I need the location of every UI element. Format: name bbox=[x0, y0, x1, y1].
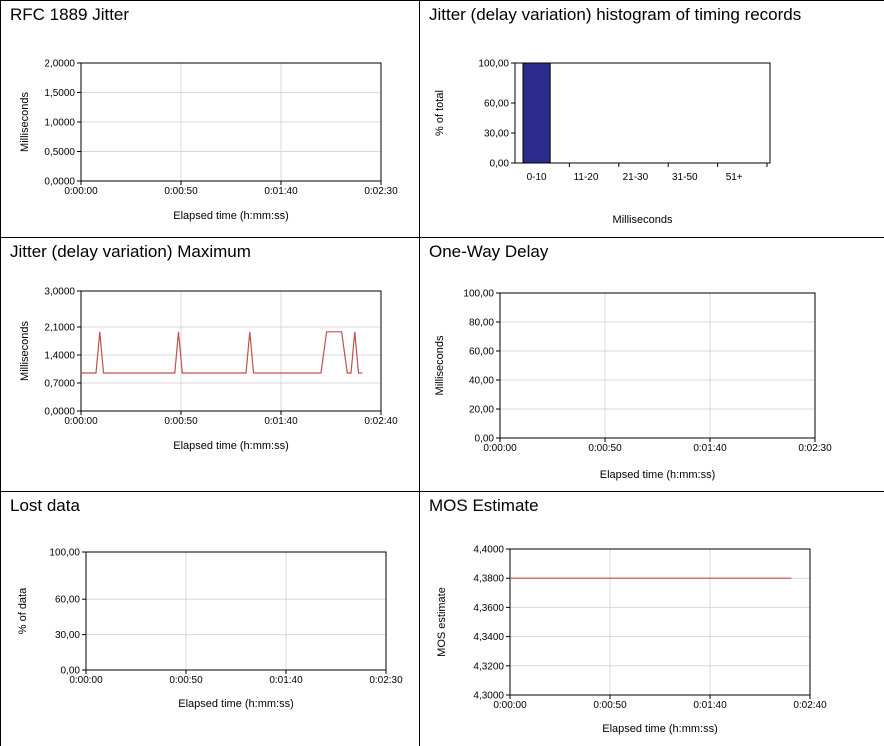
y-tick-label: 0,00 bbox=[61, 666, 81, 677]
chart-panel-jitter-histogram: Jitter (delay variation) histogram of ti… bbox=[420, 1, 884, 237]
chart-panel-jitter-maximum: Jitter (delay variation) Maximum 0,0000 0… bbox=[1, 238, 419, 491]
y-axis-label: Milliseconds bbox=[19, 92, 31, 152]
x-tick-label: 0:00:50 bbox=[164, 416, 198, 427]
chart-title: Jitter (delay variation) Maximum bbox=[10, 242, 251, 261]
y-tick-label: 4,3800 bbox=[473, 574, 504, 585]
x-tick-label: 0:00:00 bbox=[483, 443, 517, 454]
x-tick-label: 0:00:50 bbox=[164, 186, 198, 197]
y-tick-label: 1,4000 bbox=[44, 351, 75, 362]
y-tick-label: 1,5000 bbox=[44, 88, 75, 99]
chart-mos-estimate: 4,3000 4,3200 4,3400 4,3600 4,3800 4,4000 0:00… bbox=[436, 545, 827, 736]
x-tick-label: 0:02:40 bbox=[364, 416, 398, 427]
x-tick-label: 0:00:50 bbox=[593, 700, 627, 711]
grid-divider-row1 bbox=[0, 237, 884, 238]
plot-frame bbox=[514, 62, 771, 164]
plot-frame bbox=[509, 548, 811, 696]
chart-panel-rfc-jitter: RFC 1889 Jitter 0,0000 0,5000 1,0000 1,5000… bbox=[1, 1, 419, 237]
y-tick-label: 100,00 bbox=[49, 548, 80, 559]
histogram-bar bbox=[522, 62, 551, 164]
x-tick-label: 11-20 bbox=[574, 172, 599, 183]
x-axis-label: Elapsed time (h:mm:ss) bbox=[173, 440, 289, 452]
grid-divider-center bbox=[419, 0, 420, 746]
y-tick-label: 20,00 bbox=[469, 405, 494, 416]
x-axis-label: Elapsed time (h:mm:ss) bbox=[602, 723, 718, 735]
x-axis-label: Elapsed time (h:mm:ss) bbox=[178, 698, 294, 710]
y-tick-label: 0,00 bbox=[475, 434, 495, 445]
x-tick-label: 0:00:00 bbox=[69, 675, 103, 686]
chart-panel-lost-data: Lost data 0,00 30,00 60,00 100,00 0:00:00 0:0… bbox=[1, 492, 419, 746]
y-tick-label: 100,00 bbox=[463, 289, 494, 300]
chart-one-way-delay: 0,00 20,00 40,00 60,00 80,00 100,00 0:00:00 0:0… bbox=[434, 289, 832, 482]
x-tick-label: 0:02:30 bbox=[798, 443, 832, 454]
grid-divider-row2 bbox=[0, 491, 884, 492]
y-tick-label: 0,7000 bbox=[44, 379, 75, 390]
plot-frame bbox=[499, 292, 816, 439]
grid-divider-top bbox=[0, 0, 884, 1]
plot-frame bbox=[85, 551, 387, 671]
x-tick-label: 0:01:40 bbox=[264, 186, 298, 197]
y-tick-label: 1,0000 bbox=[44, 118, 75, 129]
x-tick-label: 0:01:40 bbox=[693, 700, 727, 711]
y-tick-label: 2,1000 bbox=[44, 323, 75, 334]
series-line bbox=[81, 331, 363, 374]
y-tick-label: 2,0000 bbox=[44, 59, 75, 70]
y-axis-label: % of data bbox=[17, 587, 29, 634]
y-tick-label: 4,4000 bbox=[473, 545, 504, 556]
y-tick-label: 80,00 bbox=[469, 318, 494, 329]
x-tick-label: 0:00:00 bbox=[64, 416, 98, 427]
x-axis-label: Elapsed time (h:mm:ss) bbox=[173, 210, 289, 222]
x-tick-label: 31-50 bbox=[672, 172, 698, 183]
chart-lost-data: 0,00 30,00 60,00 100,00 0:00:00 0:00:50 0:01:4… bbox=[17, 548, 403, 711]
y-tick-label: 30,00 bbox=[484, 129, 509, 140]
chart-title: Jitter (delay variation) histogram of ti… bbox=[429, 5, 802, 24]
y-axis-label: Milliseconds bbox=[434, 335, 446, 395]
y-tick-label: 60,00 bbox=[469, 347, 494, 358]
x-axis-label: Elapsed time (h:mm:ss) bbox=[600, 469, 716, 481]
x-tick-label: 0:02:40 bbox=[793, 700, 827, 711]
x-tick-label: 0:00:50 bbox=[588, 443, 622, 454]
x-tick-label: 0:02:30 bbox=[369, 675, 403, 686]
x-tick-label: 0-10 bbox=[527, 172, 547, 183]
y-tick-label: 4,3400 bbox=[473, 632, 504, 643]
y-tick-label: 0,0000 bbox=[44, 177, 75, 188]
chart-panel-one-way-delay: One-Way Delay 0,00 20,00 40,00 60,00 80,00 10… bbox=[420, 238, 884, 491]
chart-title: MOS Estimate bbox=[429, 496, 539, 515]
grid-divider-left bbox=[0, 0, 1, 746]
x-tick-label: 51+ bbox=[726, 172, 743, 183]
y-tick-label: 0,5000 bbox=[44, 147, 75, 158]
y-axis-label: Milliseconds bbox=[19, 321, 31, 381]
chart-rfc-jitter: 0,0000 0,5000 1,0000 1,5000 2,0000 0:00:00 0:0… bbox=[19, 59, 398, 223]
y-tick-label: 60,00 bbox=[484, 99, 509, 110]
x-tick-label: 0:01:40 bbox=[693, 443, 727, 454]
chart-title: Lost data bbox=[10, 496, 80, 515]
y-tick-label: 0,00 bbox=[490, 159, 510, 170]
y-tick-label: 3,0000 bbox=[44, 287, 75, 298]
x-tick-label: 0:00:00 bbox=[493, 700, 527, 711]
x-tick-label: 0:01:40 bbox=[264, 416, 298, 427]
y-tick-label: 60,00 bbox=[55, 595, 80, 606]
y-tick-label: 100,00 bbox=[478, 59, 509, 70]
chart-jitter-maximum: 0,0000 0,7000 1,4000 2,1000 3,0000 0:00:00 0:0… bbox=[19, 287, 398, 453]
y-axis-label: % of total bbox=[434, 90, 446, 136]
x-tick-label: 0:02:30 bbox=[364, 186, 398, 197]
y-tick-label: 30,00 bbox=[55, 630, 80, 641]
x-tick-label: 0:00:50 bbox=[169, 675, 203, 686]
plot-frame bbox=[80, 290, 382, 412]
x-tick-label: 0:00:00 bbox=[64, 186, 98, 197]
y-tick-label: 40,00 bbox=[469, 376, 494, 387]
x-tick-label: 21-30 bbox=[623, 172, 649, 183]
chart-jitter-histogram: 0,00 30,00 60,00 100,00 0-10 11-20 21-30 31-50 5… bbox=[434, 59, 771, 226]
y-tick-label: 4,3000 bbox=[473, 691, 504, 702]
chart-title: One-Way Delay bbox=[429, 242, 549, 261]
y-tick-label: 4,3600 bbox=[473, 603, 504, 614]
y-axis-label: MOS estimate bbox=[436, 587, 448, 657]
y-tick-label: 4,3200 bbox=[473, 661, 504, 672]
chart-panel-mos-estimate: MOS Estimate 4,3000 4,3200 4,3400 4,3600 4,3… bbox=[420, 492, 884, 746]
chart-title: RFC 1889 Jitter bbox=[10, 5, 130, 24]
x-tick-label: 0:01:40 bbox=[269, 675, 303, 686]
x-axis-label: Milliseconds bbox=[613, 214, 673, 226]
y-tick-label: 0,0000 bbox=[44, 407, 75, 418]
